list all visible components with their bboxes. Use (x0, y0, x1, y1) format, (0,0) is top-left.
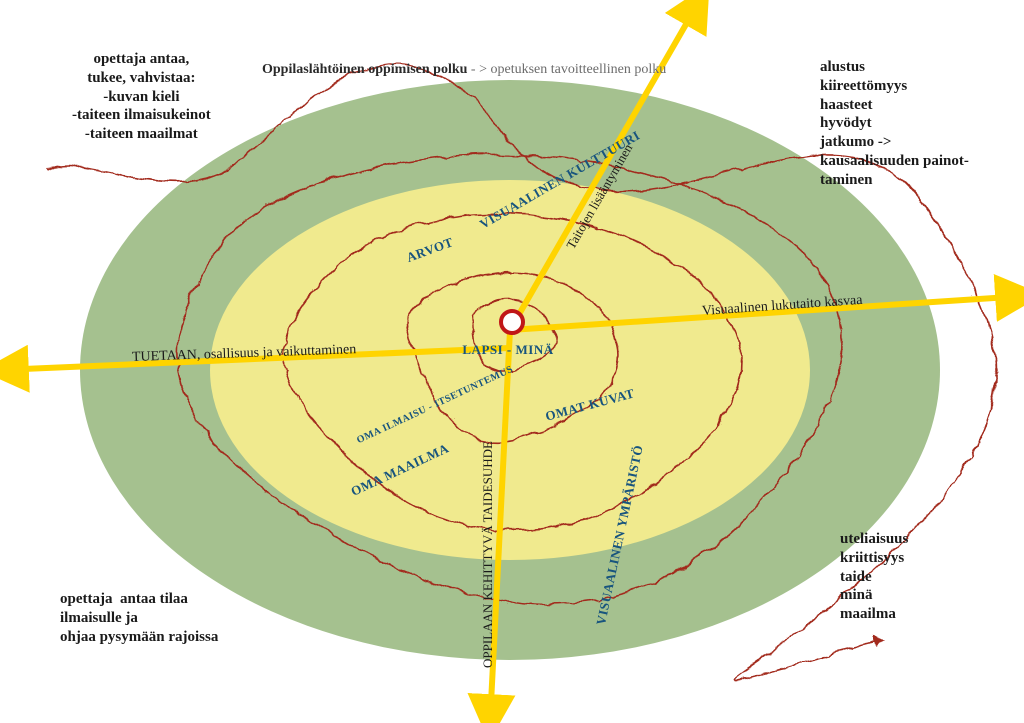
corner-top_right-line: haasteet (820, 96, 969, 115)
diagram-title: Oppilaslähtöinen oppimisen polku - > ope… (262, 62, 666, 78)
center-marker (499, 309, 525, 335)
corner-bottom_right-line: kriittisyys (840, 549, 908, 568)
corner-bottom_left-line: ohjaa pysymään rajoissa (60, 628, 218, 647)
corner-bottom_left-line: ilmaisulle ja (60, 609, 218, 628)
corner-bottom_right-line: maailma (840, 605, 908, 624)
corner-top_left-line: opettaja antaa, (72, 50, 211, 69)
diagram-stage: LAPSI - MINÄARVOTOMA ILMAISU - ITSETUNTE… (0, 0, 1024, 723)
corner-top_right-line: kiireettömyys (820, 77, 969, 96)
corner-bottom_left: opettaja antaa tilaailmaisulle jaohjaa p… (60, 590, 218, 646)
corner-top_left-line: -kuvan kieli (72, 88, 211, 107)
corner-top_left-line: -taiteen maailmat (72, 125, 211, 144)
corner-top_right-line: alustus (820, 58, 969, 77)
corner-top_right-line: kausaalisuuden painot- (820, 152, 969, 171)
corner-bottom_right: uteliaisuuskriittisyystaideminämaailma (840, 530, 908, 624)
title-rest: opetuksen tavoitteellinen polku (490, 62, 666, 77)
corner-bottom_right-line: uteliaisuus (840, 530, 908, 549)
corner-top_right-line: taminen (820, 171, 969, 190)
corner-top_right: alustuskiireettömyyshaasteethyvödytjatku… (820, 58, 969, 189)
ring-center: LAPSI - MINÄ (462, 342, 553, 358)
corner-bottom_left-line: opettaja antaa tilaa (60, 590, 218, 609)
title-sep: - > (467, 62, 490, 77)
corner-top_left-line: -taiteen ilmaisukeinot (72, 106, 211, 125)
label-down: OPPILAAN KEHITTYVÄ TAIDESUHDE (480, 441, 496, 668)
corner-top_left: opettaja antaa,tukee, vahvistaa:-kuvan k… (72, 50, 211, 144)
corner-bottom_right-line: taide (840, 568, 908, 587)
corner-top_left-line: tukee, vahvistaa: (72, 69, 211, 88)
corner-bottom_right-line: minä (840, 586, 908, 605)
title-bold: Oppilaslähtöinen oppimisen polku (262, 62, 467, 77)
corner-top_right-line: hyvödyt (820, 114, 969, 133)
corner-top_right-line: jatkumo -> (820, 133, 969, 152)
